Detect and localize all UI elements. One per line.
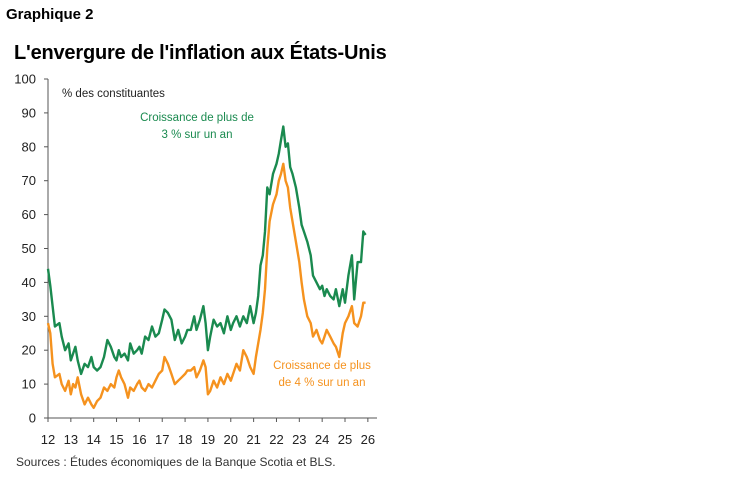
series-annotation-plus-de-4: de 4 % sur un an (279, 377, 366, 389)
chart-kicker: Graphique 2 (6, 6, 94, 23)
series-line-plus-de-4 (46, 162, 366, 409)
x-tick-label: 23 (292, 432, 306, 447)
y-tick-label: 40 (22, 275, 36, 290)
x-tick-label: 22 (269, 432, 283, 447)
y-tick-label: 100 (14, 72, 36, 87)
chart-axes: 0 10 20 30 40 50 60 70 80 90 100 12 13 14 15 16 17 18 19 20… (14, 72, 377, 447)
chart-title: L'envergure de l'inflation aux États-Uni… (14, 42, 387, 64)
y-tick-label: 90 (22, 105, 36, 120)
source-note: Sources : Études économiques de la Banqu… (16, 455, 336, 469)
y-tick-label: 60 (22, 207, 36, 222)
chart-series (46, 125, 367, 409)
x-tick-label: 20 (224, 432, 238, 447)
y-tick-label: 20 (22, 343, 36, 358)
y-tick-label: 0 (29, 411, 36, 426)
y-tick-label: 50 (22, 241, 36, 256)
y-tick-label: 80 (22, 139, 36, 154)
x-tick-label: 15 (109, 432, 123, 447)
x-tick-label: 26 (361, 432, 375, 447)
x-tick-label: 25 (338, 432, 352, 447)
y-tick-label: 70 (22, 173, 36, 188)
x-tick-label: 24 (315, 432, 329, 447)
y-axis-label: % des constituantes (62, 88, 165, 100)
y-tick-label: 10 (22, 377, 36, 392)
x-tick-label: 21 (246, 432, 260, 447)
series-annotation-plus-de-3: Croissance de plus de (140, 112, 254, 124)
x-tick-label: 19 (201, 432, 215, 447)
x-tick-label: 14 (86, 432, 100, 447)
x-tick-label: 18 (178, 432, 192, 447)
y-tick-label: 30 (22, 309, 36, 324)
x-tick-label: 16 (132, 432, 146, 447)
series-annotation-plus-de-4: Croissance de plus (273, 360, 371, 372)
series-line-plus-de-3 (46, 125, 367, 376)
x-tick-label: 13 (64, 432, 78, 447)
series-annotation-plus-de-3: 3 % sur un an (162, 129, 233, 141)
series-annotations: Croissance de plus de 3 % sur un an Croiss… (140, 112, 371, 389)
x-tick-label: 17 (155, 432, 169, 447)
x-tick-label: 12 (41, 432, 55, 447)
